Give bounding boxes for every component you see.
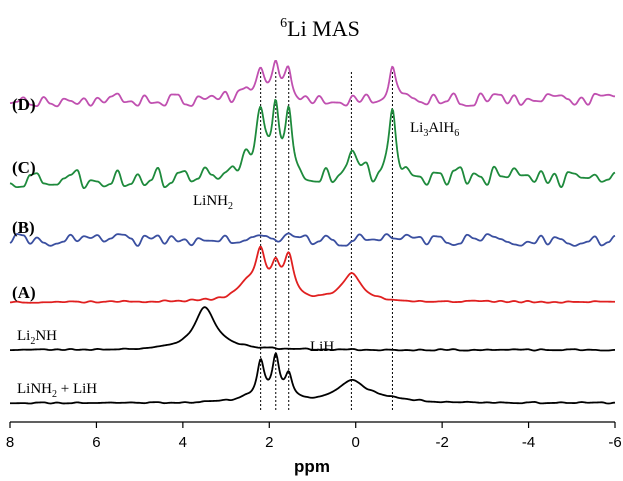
chart-title: 6Li MAS — [280, 16, 360, 41]
panel-label-d: (D) — [12, 95, 36, 114]
x-tick-label: -6 — [608, 434, 621, 451]
x-tick-label: 8 — [6, 434, 14, 451]
x-tick-label: -4 — [522, 434, 535, 451]
spectrum-line — [10, 352, 616, 405]
panel-labels: (A) (B) (C) (D) — [12, 95, 36, 302]
spectrum-line — [9, 232, 616, 247]
annotation-linh2: LiNH2 — [193, 193, 233, 212]
x-tick-label: -2 — [435, 434, 448, 451]
annotation-li2nh: Li2NH — [17, 328, 57, 347]
annotation-li3alh6: Li3AlH6 — [410, 120, 459, 139]
panel-label-c: (C) — [12, 158, 36, 177]
spectrum-line — [9, 99, 616, 189]
title-main: Li MAS — [287, 16, 360, 41]
panel-label-b: (B) — [12, 218, 35, 237]
spectra-series — [9, 59, 616, 405]
x-tick-label: 6 — [92, 434, 100, 451]
x-tick-label: 2 — [265, 434, 273, 451]
peak-annotations: LiNH2 Li3AlH6 LiH Li2NH LiNH2 + LiH — [17, 120, 459, 400]
annotation-lih: LiH — [310, 339, 334, 355]
x-tick-label: 4 — [179, 434, 187, 451]
x-tick-label: 0 — [352, 434, 360, 451]
spectrum-line — [9, 245, 615, 304]
x-axis-label: ppm — [294, 457, 330, 476]
title-superscript: 6 — [280, 16, 287, 31]
spectrum-line — [9, 306, 616, 352]
x-axis-ticks: 8 6 4 2 0 -2 -4 -6 — [6, 422, 622, 451]
annotation-linh2-lih: LiNH2 + LiH — [17, 381, 97, 400]
spectrum-line — [9, 59, 616, 108]
panel-label-a: (A) — [12, 283, 36, 302]
